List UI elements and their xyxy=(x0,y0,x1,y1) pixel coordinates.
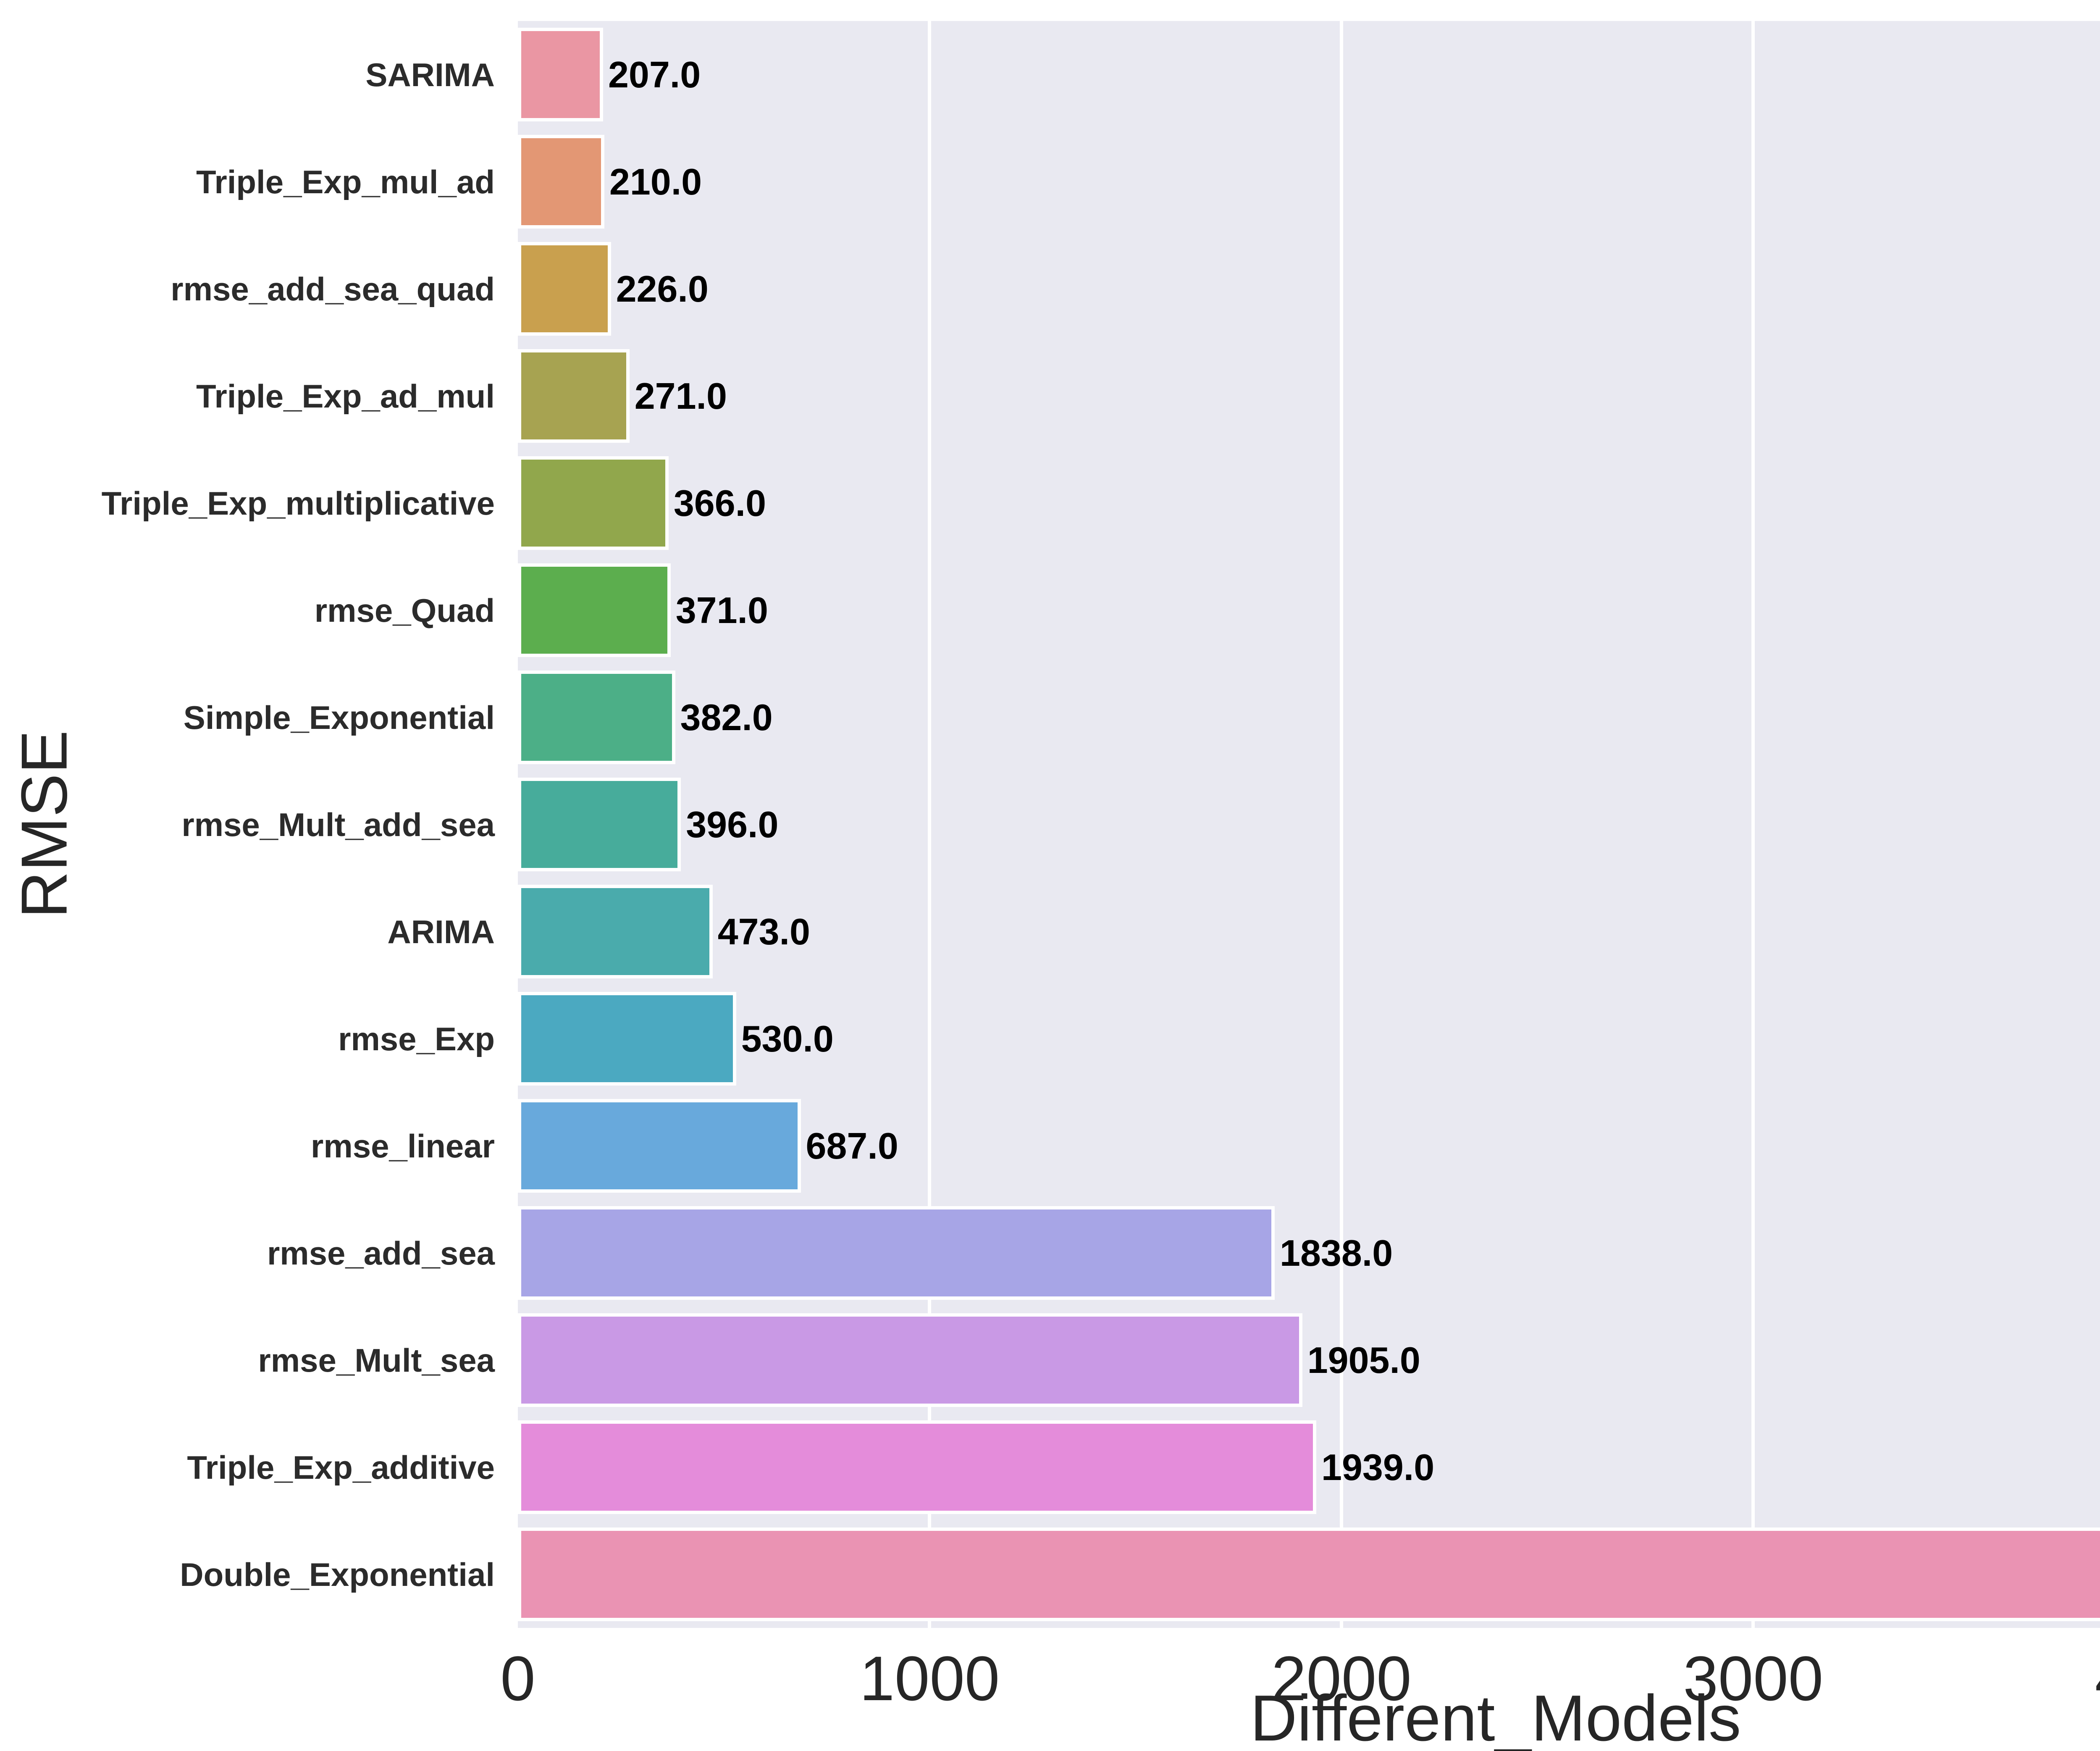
bar-row: Triple_Exp_ad_mul 271.0 xyxy=(196,342,2100,450)
value-label: 530.0 xyxy=(741,1017,834,1060)
x-tick-label: 1000 xyxy=(859,1643,1000,1714)
category-label: ARIMA xyxy=(387,913,495,950)
value-label: 396.0 xyxy=(686,803,779,845)
category-label: Triple_Exp_additive xyxy=(187,1449,495,1486)
category-label: Double_Exponential xyxy=(180,1556,495,1593)
category-label: SARIMA xyxy=(365,56,495,93)
bar-row: rmse_Mult_add_sea 396.0 xyxy=(181,771,2100,878)
category-label: Triple_Exp_mul_ad xyxy=(196,163,495,200)
category-label: Triple_Exp_multiplicative xyxy=(101,484,495,522)
bar-Triple_Exp_additive xyxy=(518,1420,1317,1514)
bar-row: rmse_linear 687.0 xyxy=(311,1092,2100,1199)
value-label: 366.0 xyxy=(673,482,766,524)
gridline xyxy=(1751,21,1755,1628)
category-label: Simple_Exponential xyxy=(183,699,495,736)
category-label: Triple_Exp_ad_mul xyxy=(196,377,495,415)
value-label: 207.0 xyxy=(608,53,701,95)
bar-row: Triple_Exp_mul_ad 210.0 xyxy=(196,128,2100,235)
bar-row: Triple_Exp_additive 1939.0 xyxy=(187,1414,2100,1521)
category-label: rmse_Mult_sea xyxy=(258,1341,495,1379)
category-label: rmse_linear xyxy=(311,1127,495,1165)
gridline xyxy=(1339,21,1343,1628)
x-tick-label: 2000 xyxy=(1271,1643,1412,1714)
bar-Simple_Exponential xyxy=(518,670,675,764)
bar-row: SARIMA 207.0 xyxy=(365,21,2100,128)
bar-rmse_Exp xyxy=(518,992,736,1086)
gridline xyxy=(928,21,932,1628)
bar-row: rmse_Mult_sea 1905.0 xyxy=(258,1307,2100,1414)
category-label: rmse_add_sea_quad xyxy=(171,270,495,308)
bar-row: Double_Exponential 4550.0 xyxy=(180,1521,2100,1628)
bar-rmse_add_sea xyxy=(518,1206,1275,1300)
bar-rmse_add_sea_quad xyxy=(518,242,611,336)
bar-rmse_Quad xyxy=(518,563,671,657)
bar-Triple_Exp_ad_mul xyxy=(518,349,630,443)
value-label: 210.0 xyxy=(609,160,702,202)
bar-rmse_linear xyxy=(518,1099,801,1193)
value-label: 382.0 xyxy=(680,696,773,738)
bar-rmse_Mult_sea xyxy=(518,1313,1302,1407)
value-label: 1905.0 xyxy=(1307,1339,1420,1381)
bars-layer: SARIMA 207.0 Triple_Exp_mul_ad 210.0 rms… xyxy=(102,21,2100,1628)
x-axis-label: Different_Models xyxy=(1250,1682,1741,1751)
category-label: rmse_Mult_add_sea xyxy=(181,806,495,843)
category-label: rmse_add_sea xyxy=(267,1234,495,1272)
bar-Double_Exponential xyxy=(518,1528,2100,1621)
bar-row: rmse_add_sea_quad 226.0 xyxy=(171,235,2100,342)
value-label: 473.0 xyxy=(717,910,810,952)
value-label: 1939.0 xyxy=(1321,1446,1435,1488)
x-tick-label: 3000 xyxy=(1683,1643,1824,1714)
bar-rmse_Mult_add_sea xyxy=(518,778,681,871)
category-label: rmse_Quad xyxy=(314,592,495,629)
bar-row: ARIMA 473.0 xyxy=(387,878,2100,985)
value-label: 271.0 xyxy=(634,375,727,417)
bar-Triple_Exp_multiplicative xyxy=(518,456,669,550)
plot-area: SARIMA 207.0 Triple_Exp_mul_ad 210.0 rms… xyxy=(102,21,2100,1628)
bar-row: rmse_Exp 530.0 xyxy=(338,985,2100,1092)
category-label: rmse_Exp xyxy=(338,1020,495,1057)
x-tick-label: 0 xyxy=(500,1643,536,1714)
x-tick-label: 4000 xyxy=(2095,1647,2100,1710)
y-axis-label: RMSE xyxy=(8,730,81,918)
bar-Triple_Exp_mul_ad xyxy=(518,135,604,229)
value-label: 226.0 xyxy=(616,268,709,310)
bar-row: rmse_Quad 371.0 xyxy=(315,557,2100,664)
bar-SARIMA xyxy=(518,28,603,121)
value-label: 1838.0 xyxy=(1280,1232,1393,1274)
value-label: 687.0 xyxy=(806,1125,898,1167)
value-label: 371.0 xyxy=(675,589,768,631)
bar-ARIMA xyxy=(518,885,713,978)
bar-row: Triple_Exp_multiplicative 366.0 xyxy=(102,450,2100,557)
bar-row: rmse_add_sea 1838.0 xyxy=(267,1199,2100,1307)
bar-row: Simple_Exponential 382.0 xyxy=(184,664,2100,771)
